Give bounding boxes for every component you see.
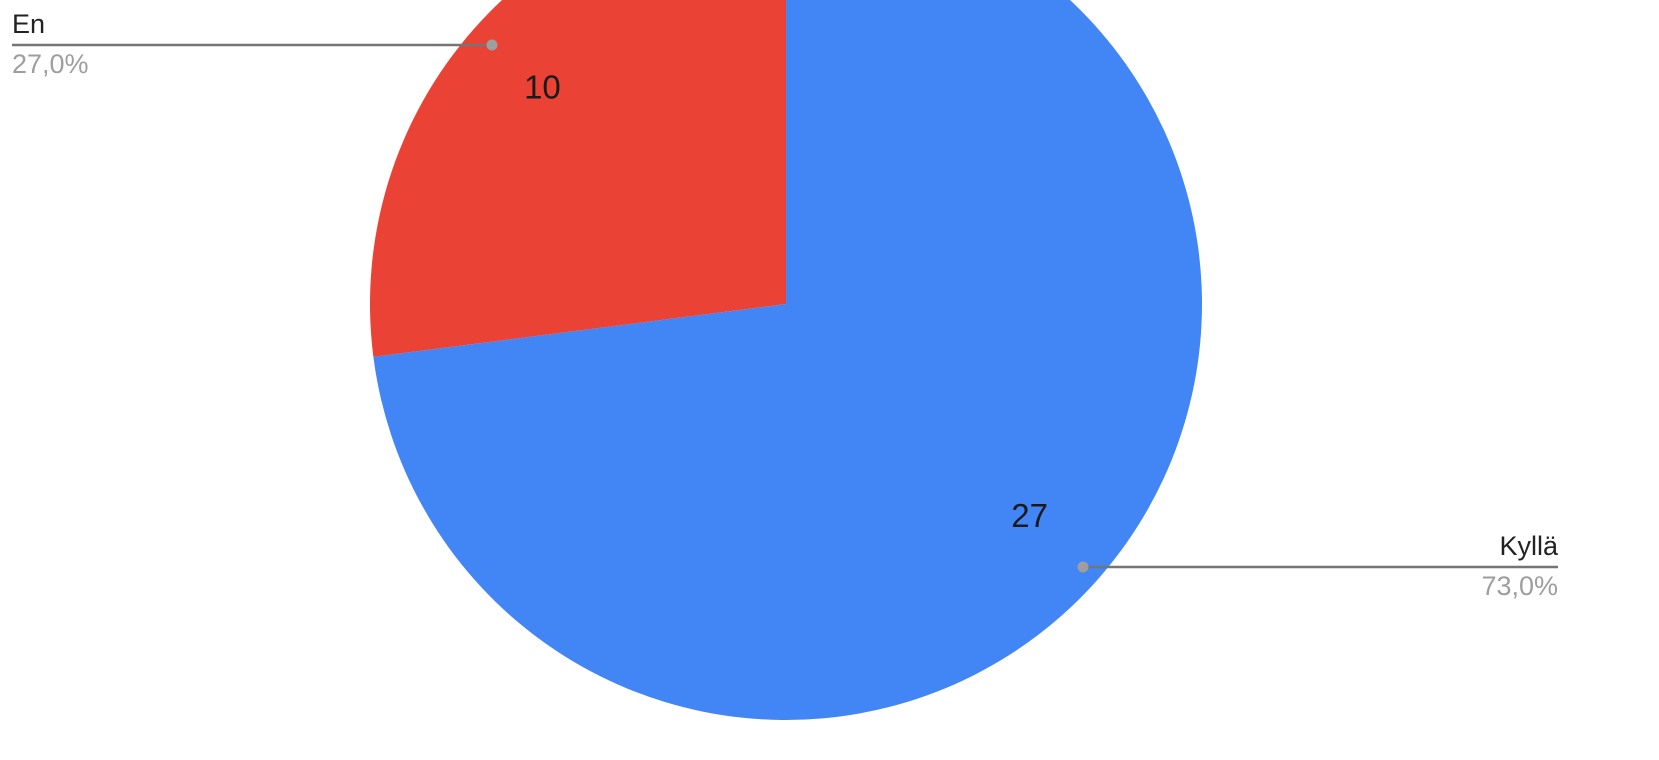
callout-en: En 27,0%	[12, 9, 498, 79]
pie-slice-kylla	[373, 0, 1202, 720]
slice-values-layer: 27 10	[524, 68, 1048, 534]
slices-layer	[370, 0, 1202, 720]
callout-percent-kylla: 73,0%	[1481, 571, 1558, 601]
leader-dot-en	[486, 39, 498, 51]
leader-dot-kylla	[1077, 561, 1089, 573]
callout-kylla: Kyllä 73,0%	[1077, 531, 1559, 601]
slice-value-kylla: 27	[1011, 497, 1048, 534]
slice-value-en: 10	[524, 68, 561, 105]
callout-label-en: En	[12, 9, 45, 39]
callout-label-kylla: Kyllä	[1499, 531, 1559, 561]
callout-percent-en: 27,0%	[12, 49, 89, 79]
pie-slice-en	[370, 0, 786, 357]
